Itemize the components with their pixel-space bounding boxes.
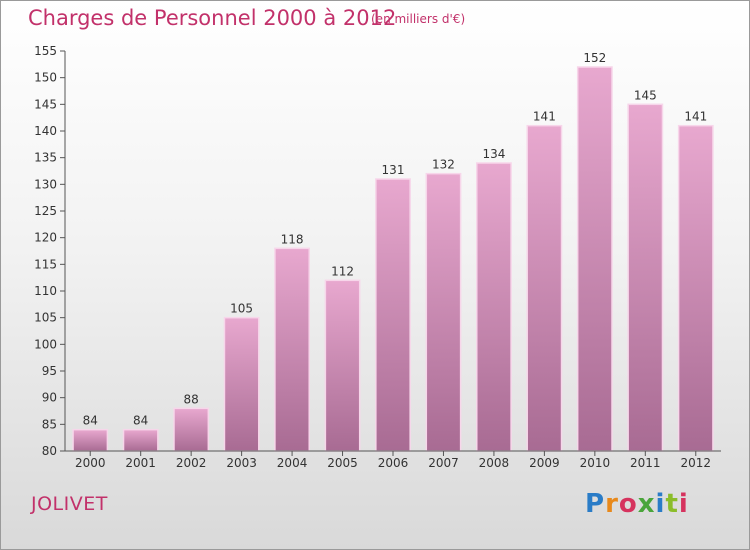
bar xyxy=(526,124,563,452)
y-tick-label: 85 xyxy=(42,417,57,431)
y-tick-label: 110 xyxy=(34,284,57,298)
x-tick-label: 2011 xyxy=(630,456,661,470)
y-tick-label: 155 xyxy=(34,44,57,58)
y-tick-label: 80 xyxy=(42,444,57,458)
x-tick-label: 2002 xyxy=(176,456,207,470)
logo-letter: t xyxy=(665,489,679,519)
bar-value-label: 112 xyxy=(331,264,354,278)
x-tick-label: 2001 xyxy=(125,456,156,470)
bar-value-label: 145 xyxy=(634,88,657,102)
x-tick-label: 2010 xyxy=(580,456,611,470)
bar-value-label: 141 xyxy=(533,110,556,124)
logo-letter: P xyxy=(585,489,606,519)
y-tick-label: 150 xyxy=(34,71,57,85)
x-tick-label: 2007 xyxy=(428,456,459,470)
x-tick-label: 2006 xyxy=(378,456,409,470)
bar-value-label: 88 xyxy=(184,392,199,406)
bar xyxy=(173,407,210,452)
y-tick-label: 140 xyxy=(34,124,57,138)
proxiti-logo[interactable]: Proxiti xyxy=(585,489,689,519)
bar xyxy=(476,162,512,452)
logo-letter: r xyxy=(605,489,619,519)
y-tick-label: 135 xyxy=(34,151,57,165)
bar-value-label: 84 xyxy=(133,414,148,428)
bar-value-label: 141 xyxy=(684,110,707,124)
y-tick-label: 125 xyxy=(34,204,57,218)
bar-value-label: 84 xyxy=(83,414,98,428)
y-tick-label: 120 xyxy=(34,231,57,245)
bar-value-label: 131 xyxy=(382,163,405,177)
x-tick-label: 2009 xyxy=(529,456,560,470)
logo-letter: i xyxy=(678,489,689,519)
y-tick-label: 130 xyxy=(34,177,57,191)
bar xyxy=(324,279,361,452)
bar xyxy=(223,316,260,452)
logo-letter: i xyxy=(655,489,666,519)
bar xyxy=(576,66,613,452)
logo-letter: x xyxy=(637,489,656,519)
x-tick-label: 2000 xyxy=(75,456,106,470)
y-tick-label: 115 xyxy=(34,257,57,271)
y-tick-label: 95 xyxy=(42,364,57,378)
chart-title: Charges de Personnel 2000 à 2012 xyxy=(28,6,397,30)
bar-value-label: 118 xyxy=(281,232,304,246)
y-tick-label: 90 xyxy=(42,391,57,405)
bar-value-label: 132 xyxy=(432,158,455,172)
x-tick-label: 2004 xyxy=(277,456,308,470)
bar-value-label: 152 xyxy=(583,51,606,65)
commune-name: JOLIVET xyxy=(31,493,108,515)
x-tick-label: 2012 xyxy=(680,456,711,470)
x-axis: 2000 2001 2002 2003 2004 2005 2006 2007 2008 2009… xyxy=(65,450,721,470)
bar xyxy=(122,428,159,452)
y-axis: 80 85 90 95 100 105 110 115 120 125 130 135 140 145 15… xyxy=(34,44,66,458)
bar xyxy=(375,178,411,452)
bar-value-label: 105 xyxy=(230,302,253,316)
bar xyxy=(677,124,714,452)
x-tick-label: 2003 xyxy=(226,456,257,470)
bar xyxy=(627,103,664,452)
chart-subtitle: (en milliers d'€) xyxy=(371,12,466,26)
bars: 84 84 88 105 118 112 131 132 134 141 152 145 141 xyxy=(72,51,714,452)
y-tick-label: 105 xyxy=(34,311,57,325)
bar xyxy=(274,247,310,452)
logo-letter: o xyxy=(618,489,638,519)
x-tick-label: 2008 xyxy=(479,456,510,470)
bar xyxy=(425,172,462,452)
y-tick-label: 100 xyxy=(34,337,57,351)
x-tick-label: 2005 xyxy=(327,456,358,470)
bar xyxy=(72,428,109,452)
y-tick-label: 145 xyxy=(34,97,57,111)
bar-value-label: 134 xyxy=(482,147,505,161)
